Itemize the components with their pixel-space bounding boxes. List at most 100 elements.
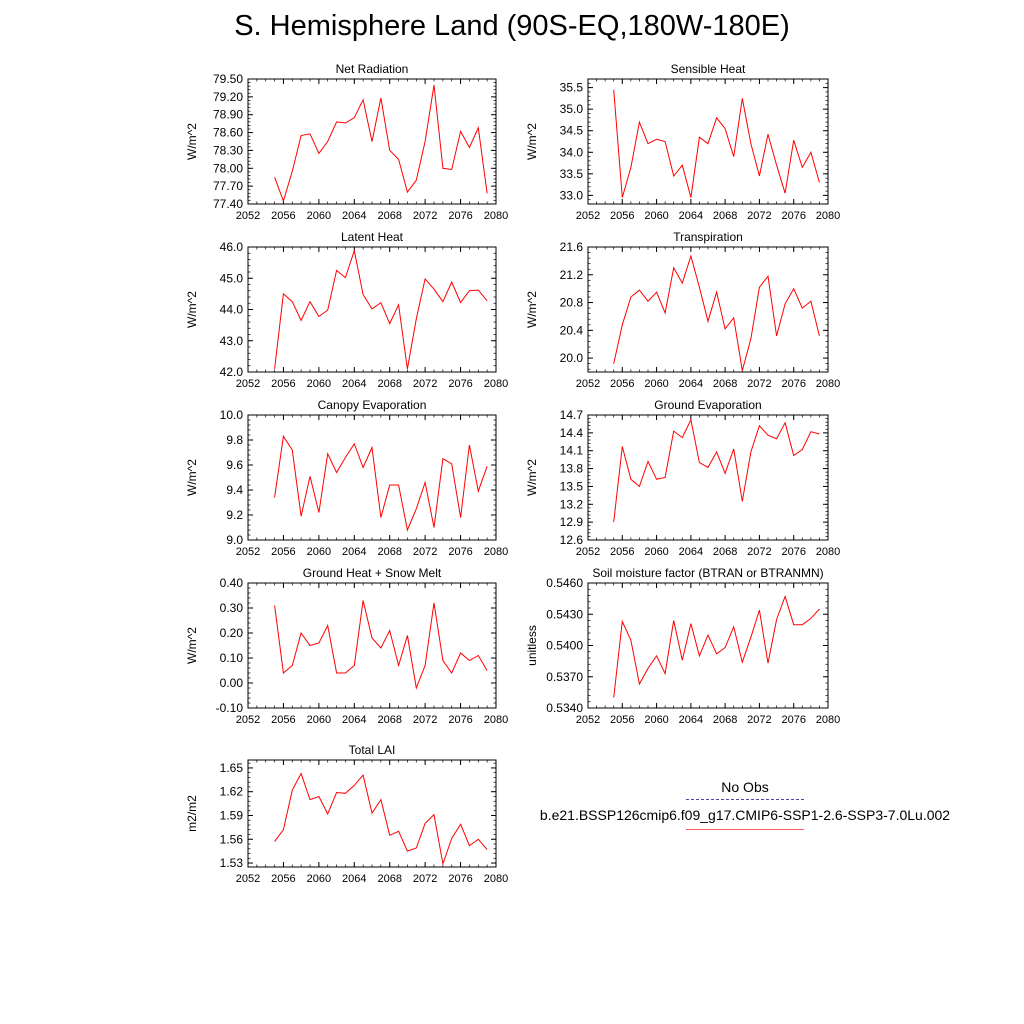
data-point <box>282 829 284 831</box>
data-point <box>690 419 692 421</box>
x-tick-label: 2060 <box>307 873 331 885</box>
data-point <box>707 320 709 322</box>
data-point <box>468 659 470 661</box>
series-line <box>613 594 820 698</box>
data-point <box>801 623 803 625</box>
data-point <box>389 322 391 324</box>
data-point <box>767 133 769 135</box>
x-tick-label: 2068 <box>713 546 737 558</box>
data-point <box>698 136 700 138</box>
data-point <box>442 659 444 661</box>
y-axis-label: W/m^2 <box>525 459 539 496</box>
series-line <box>274 248 488 369</box>
data-point <box>613 696 615 698</box>
x-tick-label: 2076 <box>448 714 472 726</box>
data-point <box>486 300 488 302</box>
y-tick-label: 10.0 <box>220 408 244 422</box>
x-tick-label: 2060 <box>644 714 668 726</box>
data-point <box>353 784 355 786</box>
data-point <box>767 275 769 277</box>
data-point <box>371 308 373 310</box>
x-tick-label: 2080 <box>816 714 840 726</box>
data-point <box>715 291 717 293</box>
data-point <box>758 175 760 177</box>
plot-frame <box>247 582 497 709</box>
data-point <box>784 595 786 597</box>
data-point <box>793 623 795 625</box>
data-point <box>818 433 820 435</box>
y-tick-label: 21.2 <box>560 268 584 282</box>
y-tick-label: 12.9 <box>560 515 584 529</box>
x-tick-label: 2080 <box>484 378 508 390</box>
data-point <box>433 526 435 528</box>
chart-title: Soil moisture factor (BTRAN or BTRANMN) <box>592 566 823 580</box>
data-point <box>344 792 346 794</box>
data-point <box>433 288 435 290</box>
y-tick-label: 9.4 <box>226 483 243 497</box>
data-point <box>681 659 683 661</box>
y-tick-label: 1.62 <box>220 785 244 799</box>
y-tick-label: 46.0 <box>220 240 244 254</box>
data-point <box>630 166 632 168</box>
data-point <box>621 324 623 326</box>
data-point <box>758 425 760 427</box>
data-point <box>273 368 275 370</box>
data-point <box>775 335 777 337</box>
data-point <box>741 369 743 371</box>
data-point <box>397 664 399 666</box>
data-point <box>415 687 417 689</box>
x-tick-label: 2056 <box>271 546 295 558</box>
data-point <box>459 301 461 303</box>
x-tick-label: 2080 <box>484 210 508 222</box>
data-point <box>300 515 302 517</box>
y-tick-label: 20.0 <box>560 351 584 365</box>
chart-panel-9: Total LAI 2052 2056 2060 2064 2068 2072 2076 208… <box>185 743 508 885</box>
data-point <box>767 434 769 436</box>
y-tick-label: 0.5460 <box>546 576 583 590</box>
y-tick-label: 35.0 <box>560 102 584 116</box>
data-point <box>468 146 470 148</box>
plot-frame <box>247 414 497 541</box>
data-point <box>300 319 302 321</box>
data-point <box>424 664 426 666</box>
data-point <box>353 116 355 118</box>
data-point <box>327 813 329 815</box>
y-tick-label: 0.5430 <box>546 607 583 621</box>
y-tick-label: 1.53 <box>220 856 244 870</box>
data-point <box>327 453 329 455</box>
data-point <box>273 840 275 842</box>
y-axis-label: W/m^2 <box>525 291 539 328</box>
x-tick-label: 2076 <box>781 546 805 558</box>
y-tick-label: 0.10 <box>220 651 244 665</box>
x-tick-label: 2052 <box>236 210 260 222</box>
data-point <box>613 521 615 523</box>
data-point <box>707 142 709 144</box>
legend-obs-label: No Obs <box>721 779 769 795</box>
data-point <box>733 317 735 319</box>
chart-title: Canopy Evaporation <box>318 398 427 412</box>
data-point <box>309 644 311 646</box>
chart-panel-4: Transpiration 2052 2056 2060 2064 2068 2072 207… <box>525 230 840 390</box>
data-point <box>673 175 675 177</box>
y-tick-label: 14.7 <box>560 408 584 422</box>
data-point <box>690 196 692 198</box>
data-point <box>784 192 786 194</box>
x-tick-label: 2068 <box>713 378 737 390</box>
data-point <box>750 451 752 453</box>
data-point <box>433 602 435 604</box>
data-point <box>477 838 479 840</box>
data-point <box>442 863 444 865</box>
data-point <box>758 286 760 288</box>
x-tick-label: 2076 <box>448 210 472 222</box>
data-point <box>767 662 769 664</box>
data-point <box>291 449 293 451</box>
data-point <box>327 309 329 311</box>
data-point <box>389 484 391 486</box>
data-point <box>451 463 453 465</box>
data-point <box>389 149 391 151</box>
y-tick-label: 78.90 <box>213 108 243 122</box>
data-point <box>621 620 623 622</box>
x-tick-label: 2076 <box>781 378 805 390</box>
data-point <box>380 97 382 99</box>
